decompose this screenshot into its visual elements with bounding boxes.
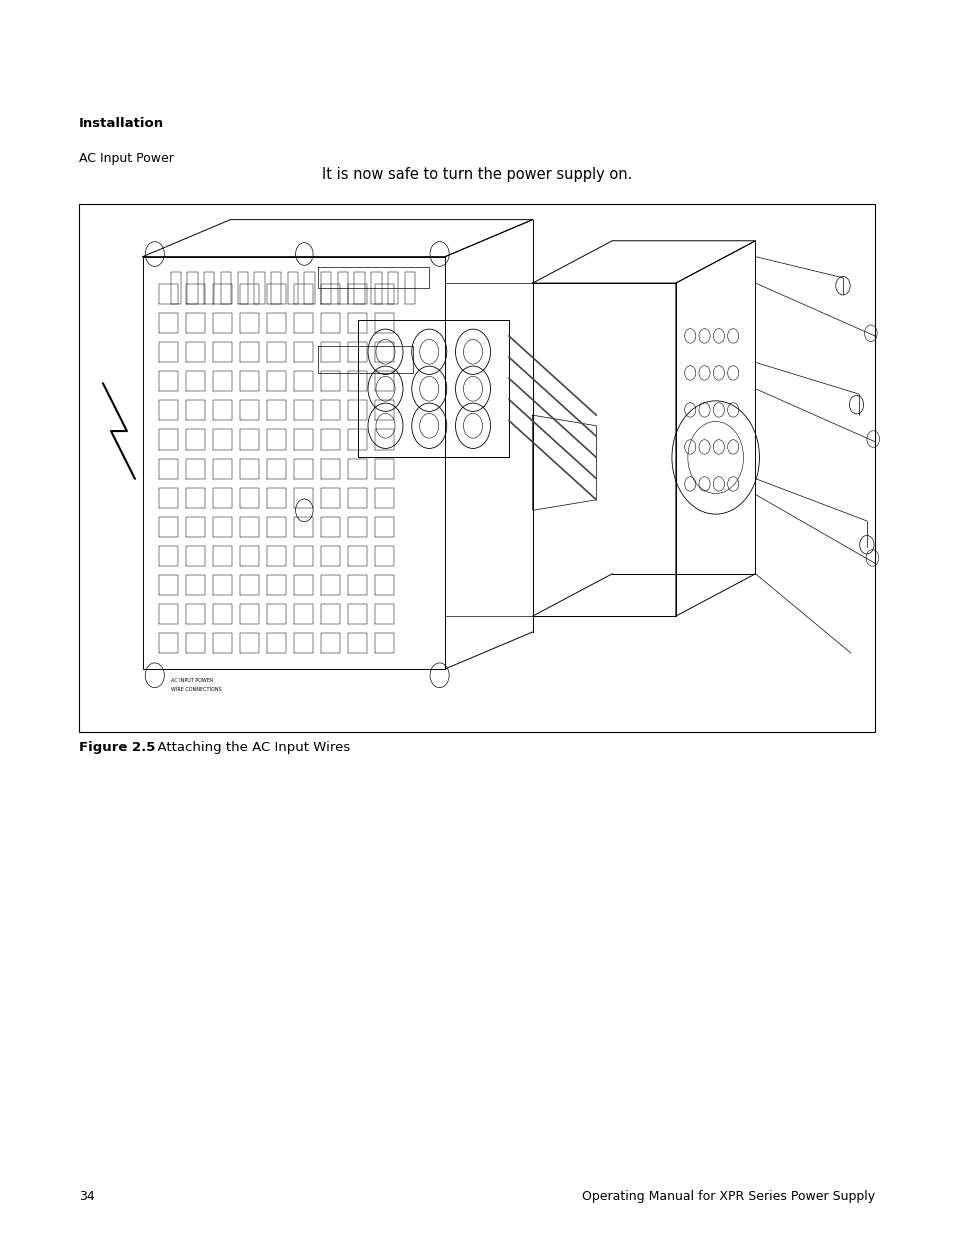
Text: AC Input Power: AC Input Power (79, 152, 173, 165)
Text: Installation: Installation (79, 116, 164, 130)
Text: It is now safe to turn the power supply on.: It is now safe to turn the power supply … (321, 167, 632, 182)
Text: Operating Manual for XPR Series Power Supply: Operating Manual for XPR Series Power Su… (581, 1189, 874, 1203)
Text: AC INPUT POWER: AC INPUT POWER (171, 678, 213, 683)
Text: WIRE CONNECTIONS: WIRE CONNECTIONS (171, 687, 221, 692)
Text: 34: 34 (79, 1189, 95, 1203)
Text: Figure 2.5: Figure 2.5 (79, 741, 155, 755)
Bar (79, 204, 874, 732)
Text: Attaching the AC Input Wires: Attaching the AC Input Wires (149, 741, 350, 755)
